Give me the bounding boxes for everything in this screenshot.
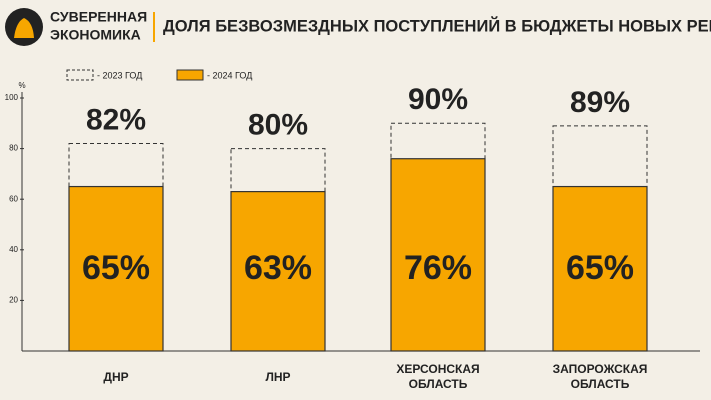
value-label: 90% [408,83,468,116]
value-label: 65% [566,249,634,287]
bar [230,191,326,352]
value-label: 65% [82,249,150,287]
brand-line: СУВЕРЕННАЯ [50,9,147,25]
legend-label: - 2023 ГОД [97,70,142,80]
value-label: 80% [248,109,308,142]
y-tick-label: 80 [9,144,18,153]
value-label: 89% [570,86,630,119]
value-label: 63% [244,249,312,287]
value-label: 82% [86,103,146,136]
y-tick-label: 40 [9,245,18,254]
value-label: 76% [404,249,472,287]
x-tick-label: ДНР [103,370,129,384]
legend-label: - 2024 ГОД [207,70,252,80]
x-tick-label: ХЕРСОНСКАЯ ОБЛАСТЬ [396,362,480,391]
y-tick-label: 20 [9,296,18,305]
logo-figure [14,18,34,38]
y-tick-label: 60 [9,194,18,203]
chart-title: ДОЛЯ БЕЗВОЗМЕЗДНЫХ ПОСТУПЛЕНИЙ В БЮДЖЕТЫ… [163,16,711,35]
y-unit: % [18,81,25,90]
legend-swatch [66,69,94,81]
bar [68,185,164,352]
bar [390,158,486,352]
bar [552,185,648,352]
legend-swatch [176,69,204,81]
x-tick-label: ЗАПОРОЖСКАЯ ОБЛАСТЬ [552,362,648,391]
x-tick-label: ЛНР [265,370,291,384]
brand-line: ЭКОНОМИКА [50,27,141,43]
y-tick-label: 100 [5,93,19,102]
